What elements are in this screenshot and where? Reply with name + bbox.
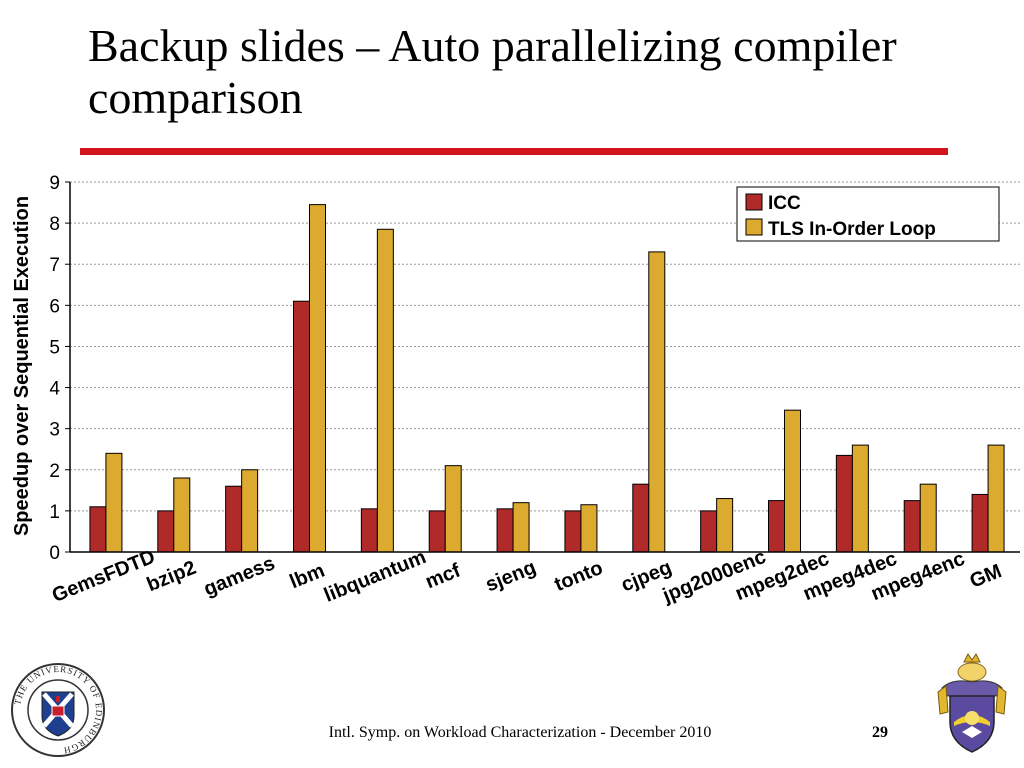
y-tick-label: 9 <box>49 173 60 194</box>
bar-icc-mcf <box>428 510 446 553</box>
bar-tls-gamess <box>241 469 259 553</box>
y-tick-label: 0 <box>49 543 60 564</box>
x-tick-label: mcf <box>422 559 464 593</box>
legend-label-icc: ICC <box>768 193 801 214</box>
legend-swatch-tls <box>745 218 763 236</box>
x-tick-label: GM <box>967 560 1005 592</box>
x-tick-label: libquantum <box>321 546 429 607</box>
bar-tls-mpeg2dec <box>784 409 801 553</box>
legend-label-tls: TLS In-Order Loop <box>768 219 936 240</box>
y-tick-label: 7 <box>49 255 60 276</box>
y-tick-label: 1 <box>49 502 60 523</box>
y-tick-label: 8 <box>49 214 60 235</box>
y-tick-label: 4 <box>49 379 60 400</box>
y-tick-label: 3 <box>49 420 60 441</box>
legend-box <box>736 186 1000 242</box>
y-tick-label: 2 <box>49 461 60 482</box>
y-axis-label: Speedup over Sequential Execution <box>11 196 33 536</box>
bar-tls-gemsfdtd <box>105 452 123 553</box>
coat-of-arms-logo <box>937 653 1007 753</box>
bar-tls-gm <box>987 444 1005 553</box>
bar-tls-bzip2 <box>173 477 191 553</box>
footer-text: Intl. Symp. on Workload Characterization… <box>328 724 712 741</box>
bar-icc-gm <box>971 493 989 553</box>
bar-tls-lbm <box>309 204 326 553</box>
bar-icc-libquantum <box>360 508 378 553</box>
bar-tls-cjpeg <box>648 251 666 553</box>
bar-icc-gemsfdtd <box>89 506 107 553</box>
legend: ICC TLS In-Order Loop <box>736 186 1000 242</box>
bar-icc-gamess <box>225 485 243 553</box>
x-tick-label: tonto <box>551 557 606 596</box>
y-tick-labels: 0 1 2 3 4 5 6 7 8 9 <box>49 173 60 564</box>
bar-tls-libquantum <box>376 228 394 553</box>
bar-icc-mpeg4dec <box>835 454 853 553</box>
x-tick-label: sjeng <box>482 556 539 596</box>
y-tick-label: 6 <box>49 296 60 317</box>
bar-icc-bzip2 <box>157 510 175 553</box>
bar-tls-sjeng <box>512 502 530 553</box>
page-number: 29 <box>872 724 888 741</box>
bar-tls-mpeg4enc <box>919 483 937 553</box>
slide-title: Backup slides – Auto parallelizing compi… <box>88 20 897 123</box>
bar-tls-mcf <box>444 465 462 553</box>
university-seal-logo: THE UNIVERSITY OF EDINBURGH <box>11 663 105 757</box>
bars <box>89 204 1005 553</box>
title-rule <box>80 148 948 155</box>
bar-icc-mpeg4enc <box>903 500 921 553</box>
grid-lines <box>65 181 1020 553</box>
bar-tls-jpg2000enc <box>716 498 734 553</box>
legend-swatch-icc <box>745 193 763 211</box>
x-tick-label: GemsFDTD <box>49 546 158 607</box>
x-tick-label: gamess <box>201 552 278 600</box>
y-tick-label: 5 <box>49 337 60 358</box>
bar-icc-lbm <box>293 300 310 553</box>
bar-icc-jpg2000enc <box>700 510 718 553</box>
bar-icc-sjeng <box>496 508 514 553</box>
bar-icc-cjpeg <box>632 483 650 553</box>
bar-tls-tonto <box>580 504 598 553</box>
bar-tls-mpeg4dec <box>851 444 869 553</box>
axes <box>69 182 1020 553</box>
bar-icc-tonto <box>564 510 582 553</box>
bar-icc-mpeg2dec <box>768 500 785 553</box>
